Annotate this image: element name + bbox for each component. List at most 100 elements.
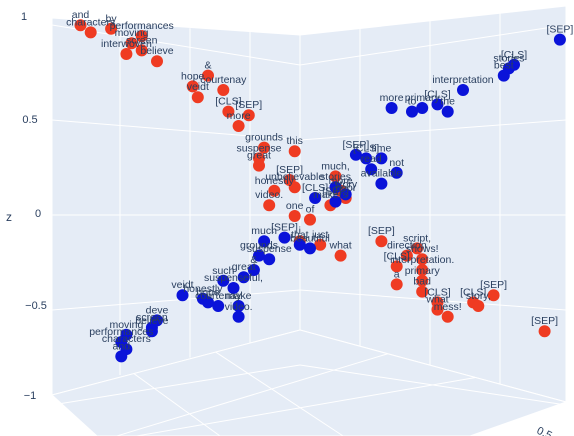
data-point-1-8[interactable] <box>406 105 418 118</box>
data-point-0-3[interactable] <box>135 30 148 42</box>
data-point-1-35[interactable] <box>232 310 245 323</box>
data-point-0-19[interactable] <box>329 170 342 183</box>
data-point-1-28[interactable] <box>217 274 230 287</box>
data-point-0-38[interactable] <box>390 278 403 291</box>
data-label-1-27: great <box>232 261 256 273</box>
data-point-0-35[interactable] <box>400 249 413 262</box>
grid-line-floor <box>215 351 344 436</box>
data-point-0-15[interactable] <box>258 141 271 154</box>
data-point-1-26[interactable] <box>247 264 260 276</box>
data-point-1-16[interactable] <box>329 181 342 194</box>
data-label-1-11: [CLS] <box>353 142 379 154</box>
data-point-0-16[interactable] <box>288 145 301 158</box>
data-point-0-27[interactable] <box>288 210 301 222</box>
data-point-0-10[interactable] <box>217 84 230 96</box>
data-point-1-5[interactable] <box>385 102 398 114</box>
grid-line-floor <box>136 377 476 436</box>
data-point-1-21[interactable] <box>278 231 291 244</box>
data-point-1-18[interactable] <box>309 192 322 204</box>
data-point-1-10[interactable] <box>349 148 362 161</box>
data-point-1-23[interactable] <box>304 242 316 255</box>
data-point-0-31[interactable] <box>334 249 347 262</box>
data-point-1-22[interactable] <box>293 238 306 251</box>
data-point-1-33[interactable] <box>212 300 225 312</box>
data-point-0-28[interactable] <box>304 213 316 226</box>
data-point-1-9[interactable] <box>441 105 454 118</box>
data-point-0-18[interactable] <box>253 159 265 172</box>
data-label-0-18: great <box>247 150 271 162</box>
axis-ticks: 1 0.5 0 −0.5 −1 z 0.5 <box>6 11 554 436</box>
data-point-1-27[interactable] <box>237 271 250 284</box>
data-point-0-8[interactable] <box>202 69 214 82</box>
data-point-1-4[interactable] <box>457 84 469 96</box>
data-point-0-47[interactable] <box>538 325 551 338</box>
data-point-0-12[interactable] <box>222 105 235 118</box>
data-point-0-46[interactable] <box>441 310 454 323</box>
data-point-0-14[interactable] <box>232 120 245 132</box>
data-point-0-30[interactable] <box>314 238 327 251</box>
data-point-0-32[interactable] <box>375 235 388 248</box>
data-label-1-6: primary <box>405 92 441 104</box>
data-point-1-25[interactable] <box>263 253 276 266</box>
data-label-0-7: believe <box>140 45 173 57</box>
data-point-1-24[interactable] <box>253 249 265 262</box>
data-point-1-32[interactable] <box>202 296 214 309</box>
data-point-1-20[interactable] <box>258 235 271 248</box>
data-point-0-13[interactable] <box>242 109 255 122</box>
data-point-0-21[interactable] <box>288 181 301 194</box>
data-point-0-22[interactable] <box>268 184 281 197</box>
data-point-1-12[interactable] <box>375 152 388 165</box>
data-label-1-31: honestly <box>183 283 223 295</box>
data-label-0-11: veidt <box>187 81 209 93</box>
data-point-1-3[interactable] <box>497 69 510 82</box>
data-point-1-14[interactable] <box>390 166 403 179</box>
data-label-1-15: available <box>361 168 403 180</box>
data-label-1-23: beautiful <box>290 232 330 244</box>
data-label-0-24: poor <box>335 182 357 194</box>
data-point-0-37[interactable] <box>416 264 429 276</box>
point-labels: and bycharactersperformancesmovingscreeni… <box>66 9 573 352</box>
data-point-0-2[interactable] <box>84 26 97 39</box>
data-point-1-13[interactable] <box>365 163 378 176</box>
data-point-0-40[interactable] <box>416 285 429 298</box>
data-point-1-6[interactable] <box>416 102 429 114</box>
data-point-1-29[interactable] <box>227 282 240 294</box>
data-point-0-9[interactable] <box>186 80 199 93</box>
data-point-0-34[interactable] <box>416 253 429 266</box>
data-point-0-7[interactable] <box>151 55 163 68</box>
data-point-0-39[interactable] <box>416 274 429 287</box>
z-tick-label: −0.5 <box>25 300 47 312</box>
data-point-0-44[interactable] <box>472 300 485 312</box>
data-point-1-30[interactable] <box>176 289 189 302</box>
z-tick-label: 0 <box>35 208 41 220</box>
data-point-1-17[interactable] <box>339 188 352 201</box>
data-label-0-4: moving <box>115 27 149 39</box>
data-point-1-0[interactable] <box>553 33 566 46</box>
data-point-0-42[interactable] <box>487 289 500 302</box>
data-label-0-12: [CLS] <box>215 96 241 108</box>
data-point-0-6[interactable] <box>120 48 133 60</box>
data-point-1-15[interactable] <box>375 177 388 190</box>
data-label-0-3: performances <box>110 20 174 32</box>
data-point-0-36[interactable] <box>390 260 403 273</box>
data-point-1-7[interactable] <box>431 98 444 111</box>
data-points[interactable] <box>74 19 566 363</box>
data-point-0-5[interactable] <box>135 44 148 57</box>
data-point-1-38[interactable] <box>145 325 158 338</box>
data-label-0-34: shows! <box>406 243 439 255</box>
data-point-1-34[interactable] <box>232 300 245 312</box>
data-point-0-25[interactable] <box>263 199 276 212</box>
data-point-1-11[interactable] <box>360 152 373 165</box>
data-point-0-45[interactable] <box>431 303 444 316</box>
z-tick-label: −1 <box>24 390 37 402</box>
data-point-1-42[interactable] <box>115 350 128 363</box>
data-point-0-0[interactable] <box>74 19 87 32</box>
data-point-0-1[interactable] <box>105 22 118 35</box>
data-point-0-4[interactable] <box>125 37 138 50</box>
data-point-0-11[interactable] <box>191 91 204 104</box>
data-label-0-43: [CLS] <box>460 286 486 298</box>
data-point-1-19[interactable] <box>329 195 342 208</box>
data-point-0-33[interactable] <box>411 242 424 255</box>
